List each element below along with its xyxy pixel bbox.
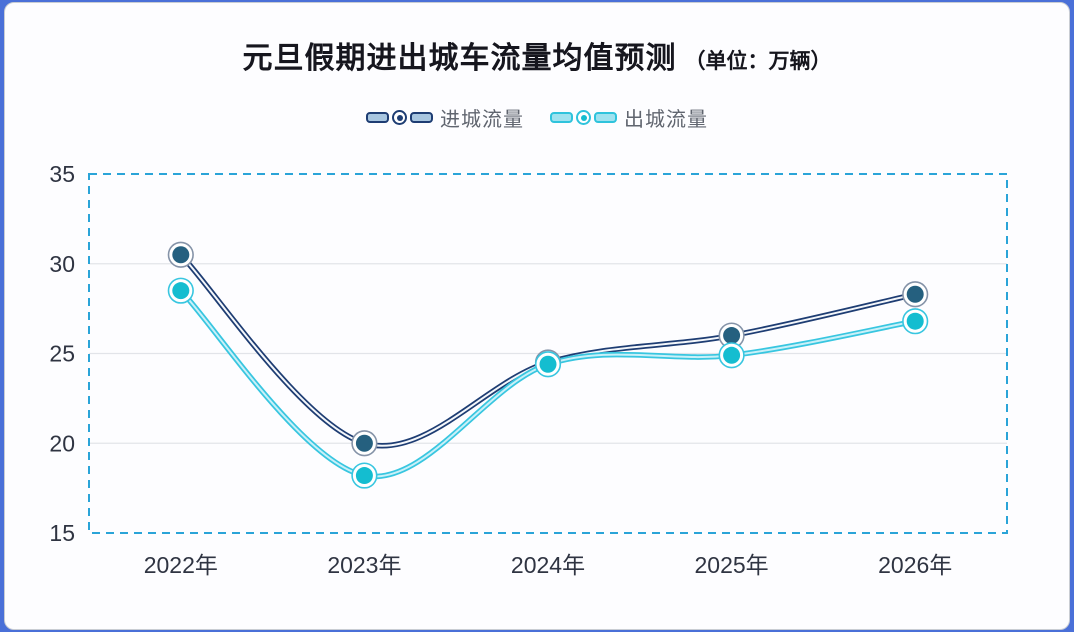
plot-border-dashed <box>88 173 1008 534</box>
chart-title: 元旦假期进出城车流量均值预测 （单位：万辆） <box>5 33 1069 77</box>
legend-item-outgoing[interactable]: 出城流量 <box>550 103 708 132</box>
data-point[interactable] <box>723 346 741 364</box>
x-axis-tick-label: 2024年 <box>511 552 585 578</box>
series-line-core-1 <box>179 289 917 478</box>
line-dot-marker-icon <box>550 110 617 125</box>
data-point[interactable] <box>906 285 924 303</box>
data-point[interactable] <box>906 312 924 330</box>
chart-title-unit: （单位：万辆） <box>684 50 832 73</box>
legend-circle-marker <box>576 110 591 125</box>
x-axis-tick-label: 2026年 <box>878 552 952 578</box>
y-axis-tick-label: 25 <box>49 341 75 367</box>
data-point[interactable] <box>355 434 373 452</box>
legend-item-incoming[interactable]: 进城流量 <box>366 103 524 132</box>
line-chart-plot: 15 20 25 30 35 2022年 2023年 2024年 2025年 2026年 <box>49 161 1008 578</box>
legend-line-segment <box>594 112 617 123</box>
y-axis-tick-label: 15 <box>49 520 75 546</box>
chart-title-text: 元旦假期进出城车流量均值预测 <box>242 42 677 75</box>
legend-label-incoming: 进城流量 <box>440 109 524 131</box>
line-dot-marker-icon <box>366 110 433 125</box>
legend-line-segment <box>410 112 433 123</box>
legend-label-outgoing: 出城流量 <box>624 109 708 131</box>
legend-dot <box>396 114 403 121</box>
legend-line-segment <box>366 112 389 123</box>
legend-circle-marker <box>392 110 407 125</box>
y-axis-tick-label: 30 <box>49 251 75 277</box>
legend-dot <box>580 114 587 121</box>
y-axis-tick-label: 35 <box>49 161 75 187</box>
x-axis-tick-label: 2025年 <box>695 552 769 578</box>
data-point[interactable] <box>172 282 190 300</box>
data-point[interactable] <box>723 327 741 345</box>
data-point[interactable] <box>172 246 190 264</box>
chart-card: 元旦假期进出城车流量均值预测 （单位：万辆） 进城流量 出城流量 15 20 25 30… <box>4 2 1070 630</box>
data-point[interactable] <box>539 355 557 373</box>
x-axis-tick-label: 2023年 <box>327 552 401 578</box>
data-point[interactable] <box>355 467 373 485</box>
legend-line-segment <box>550 112 573 123</box>
chart-legend: 进城流量 出城流量 <box>5 103 1069 132</box>
x-axis-tick-label: 2022年 <box>144 552 218 578</box>
y-axis-tick-label: 20 <box>49 430 75 456</box>
